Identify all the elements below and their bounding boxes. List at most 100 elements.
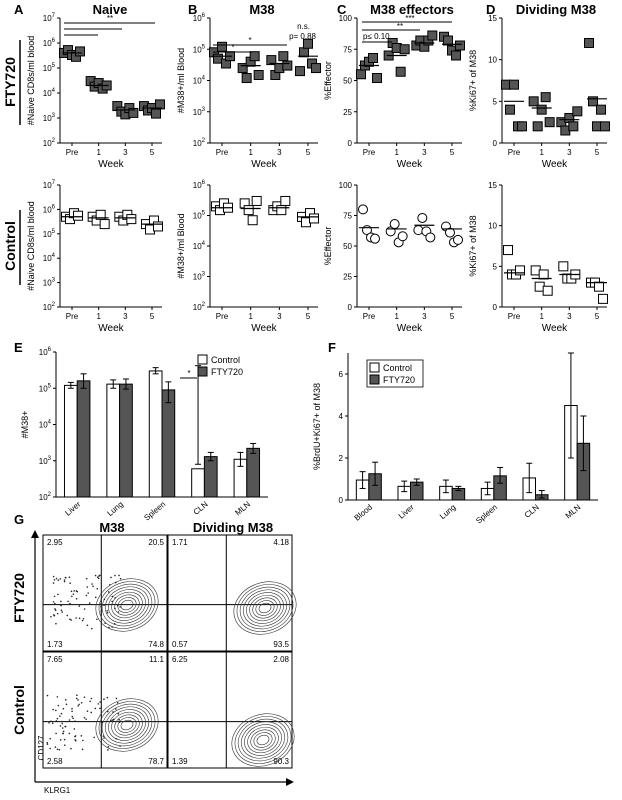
legend-label-fty720: FTY720 <box>383 375 415 385</box>
flow-row-label-control: Control <box>11 685 27 735</box>
flow-plot-1-dot <box>96 576 99 578</box>
flow-plot-3-dot <box>77 699 79 701</box>
a-control-y-label: #Naive CD8s/ml blood <box>26 201 36 291</box>
flow-col-label-dividing: Dividing M38 <box>193 520 273 535</box>
flow-plot-3-dot <box>76 694 78 696</box>
flow-plot-3-dot <box>86 710 89 712</box>
flow-plot-1-dot <box>92 585 94 588</box>
c-fty720-x-tick-label: 3 <box>422 148 427 157</box>
flow-plot-1-dot <box>100 613 103 616</box>
a-control-point <box>153 221 163 232</box>
b-fty720-point <box>303 38 313 49</box>
b-control-point <box>280 195 291 206</box>
flow-plot-1-dot <box>87 592 89 594</box>
flow-plot-1-dot <box>66 614 69 617</box>
flow-plot-1-dot <box>72 593 75 595</box>
flow-plot-3-dot <box>103 698 105 701</box>
c-control-y-tick-label: 50 <box>343 242 352 251</box>
flow-plot-3-dot <box>65 703 68 706</box>
panel-title-b: M38 <box>249 2 274 17</box>
a-control-y-tick-label: 102 <box>43 302 56 312</box>
flow-plot-3-dot <box>97 703 100 705</box>
flow-plot-1-dot <box>100 605 102 608</box>
panel-f-y-tick-label: 4 <box>339 412 344 421</box>
flow-plot-3-dot <box>101 721 103 724</box>
b-fty720-y-tick-label: 102 <box>193 138 206 148</box>
flow-plot-1-dot <box>116 604 119 607</box>
flow-plot-3-dot <box>49 747 51 750</box>
flow-plot-1-dot <box>111 603 114 606</box>
c-fty720-point <box>356 69 366 80</box>
d-control-point <box>558 261 569 272</box>
flow-plot-1-dot <box>69 582 71 584</box>
a-control-x-tick-label: 5 <box>150 312 155 321</box>
flow-plot-3-contour <box>98 701 156 749</box>
d-control-point <box>598 293 608 304</box>
flow-plot-1-dot <box>111 600 113 603</box>
flow-plot-3-dot <box>75 697 78 700</box>
d-fty720-x-label: Week <box>542 159 568 170</box>
flow-plot-1-dot <box>100 609 103 612</box>
flow-plot-3-contour <box>117 717 137 733</box>
flow-plot-3-dot <box>107 710 109 713</box>
flow-plot-1-dot <box>85 577 88 580</box>
d-control-x-tick-label: Pre <box>508 312 521 321</box>
panel-e-bar <box>63 384 78 498</box>
flow-plot-1-dot <box>69 602 71 605</box>
panel-e-x-tick-label: Spleen <box>142 500 167 523</box>
flow-plot-4-contour <box>256 734 270 746</box>
c-control-x-tick-label: Pre <box>363 312 376 321</box>
b-fty720-y-label: #M38+/ml Blood <box>176 48 186 113</box>
c-fty720-y-tick-label: 75 <box>343 45 352 54</box>
flow-plot-1-dot <box>91 583 93 585</box>
flow-plot-2-q-br: 93.5 <box>273 640 289 649</box>
flow-plot-1-dot <box>114 597 116 599</box>
flow-plot-3-dot <box>70 747 72 750</box>
c-fty720-y-label: %Effector <box>323 61 333 100</box>
flow-plot-2-contour <box>236 584 294 632</box>
flow-plot-1-dot <box>96 618 98 621</box>
c-fty720-point <box>399 44 410 55</box>
arrow-head <box>286 778 294 786</box>
c-fty720-x-tick-label: Pre <box>363 148 376 157</box>
flow-plot-3-dot <box>111 719 114 721</box>
flow-plot-1-dot <box>52 575 55 578</box>
flow-plot-3 <box>42 651 168 769</box>
panel-e-y-tick-label: 106 <box>39 347 52 357</box>
legend-swatch-fty720 <box>197 366 208 377</box>
c-control-y-tick-label: 100 <box>339 181 353 190</box>
d-control-x-tick-label: 3 <box>567 312 572 321</box>
flow-plot-1-q-tl: 2.95 <box>47 538 63 547</box>
panel-e-y-tick-label: 105 <box>39 383 52 393</box>
flow-plot-4-contour <box>247 726 279 754</box>
flow-plot-1-dot <box>75 590 78 592</box>
flow-plot-1-dot <box>97 577 100 580</box>
flow-plot-3-contour <box>101 703 153 747</box>
flow-plot-1-dot <box>100 603 102 606</box>
flow-plot-3-dot <box>100 714 103 716</box>
flow-plot-3-dot <box>106 696 109 699</box>
panel-e-bar <box>161 389 176 498</box>
flow-plot-1-dot <box>54 609 57 612</box>
d-fty720-point <box>528 96 539 107</box>
flow-plot-1-dot <box>50 615 52 618</box>
a-control-x-label: Week <box>98 323 124 334</box>
d-fty720-y-tick-label: 10 <box>488 56 497 65</box>
flow-plot-3-dot <box>80 701 83 704</box>
flow-plot-3-dot <box>71 707 73 710</box>
flow-plot-1-dot <box>78 617 81 620</box>
c-fty720-y-tick-label: 50 <box>343 77 352 86</box>
d-control-y-tick-label: 0 <box>493 303 498 312</box>
b-fty720-x-tick-label: 5 <box>306 148 311 157</box>
legend-swatch-control <box>369 362 380 373</box>
b-fty720-x-tick-label: 3 <box>277 148 282 157</box>
c-fty720-point <box>395 66 406 77</box>
flow-plot-3-dot <box>85 718 87 720</box>
flow-plot-1-dot <box>82 617 85 620</box>
c-fty720-point <box>455 40 465 51</box>
panel-title-c: M38 effectors <box>370 2 454 17</box>
flow-plot-1-dot <box>90 627 93 630</box>
d-control-point <box>594 281 604 292</box>
d-control-y-tick-label: 15 <box>488 181 497 190</box>
flow-plot-3-dot <box>60 712 63 715</box>
